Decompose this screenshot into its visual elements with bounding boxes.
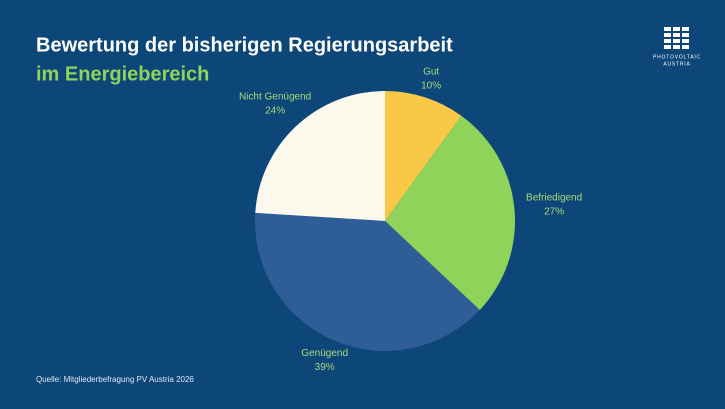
chart-subtitle: im Energiebereich [36,63,209,85]
chart-title: Bewertung der bisherigen Regierungsarbei… [36,34,453,56]
logo-icon [664,27,689,49]
logo-text: AUSTRIA [663,61,690,67]
value-label: 10% [421,81,441,92]
slice-label: Gut [423,67,439,78]
pie-slice [255,91,385,221]
pie-slice [255,212,480,351]
logo: PHOTOVOLTAIC AUSTRIA [653,27,701,67]
value-label: 39% [315,362,335,373]
source: Quelle: Mitgliederbefragung PV Austria 2… [36,375,194,384]
slice-label: Befriedigend [526,193,582,204]
slice-label: Genügend [301,348,348,359]
slice-label: Nicht Genügend [239,92,311,103]
value-label: 27% [544,207,564,218]
pie-slice [385,91,462,221]
logo-text: PHOTOVOLTAIC [653,54,701,60]
value-label: 24% [265,106,285,117]
pie-slice [385,115,515,310]
